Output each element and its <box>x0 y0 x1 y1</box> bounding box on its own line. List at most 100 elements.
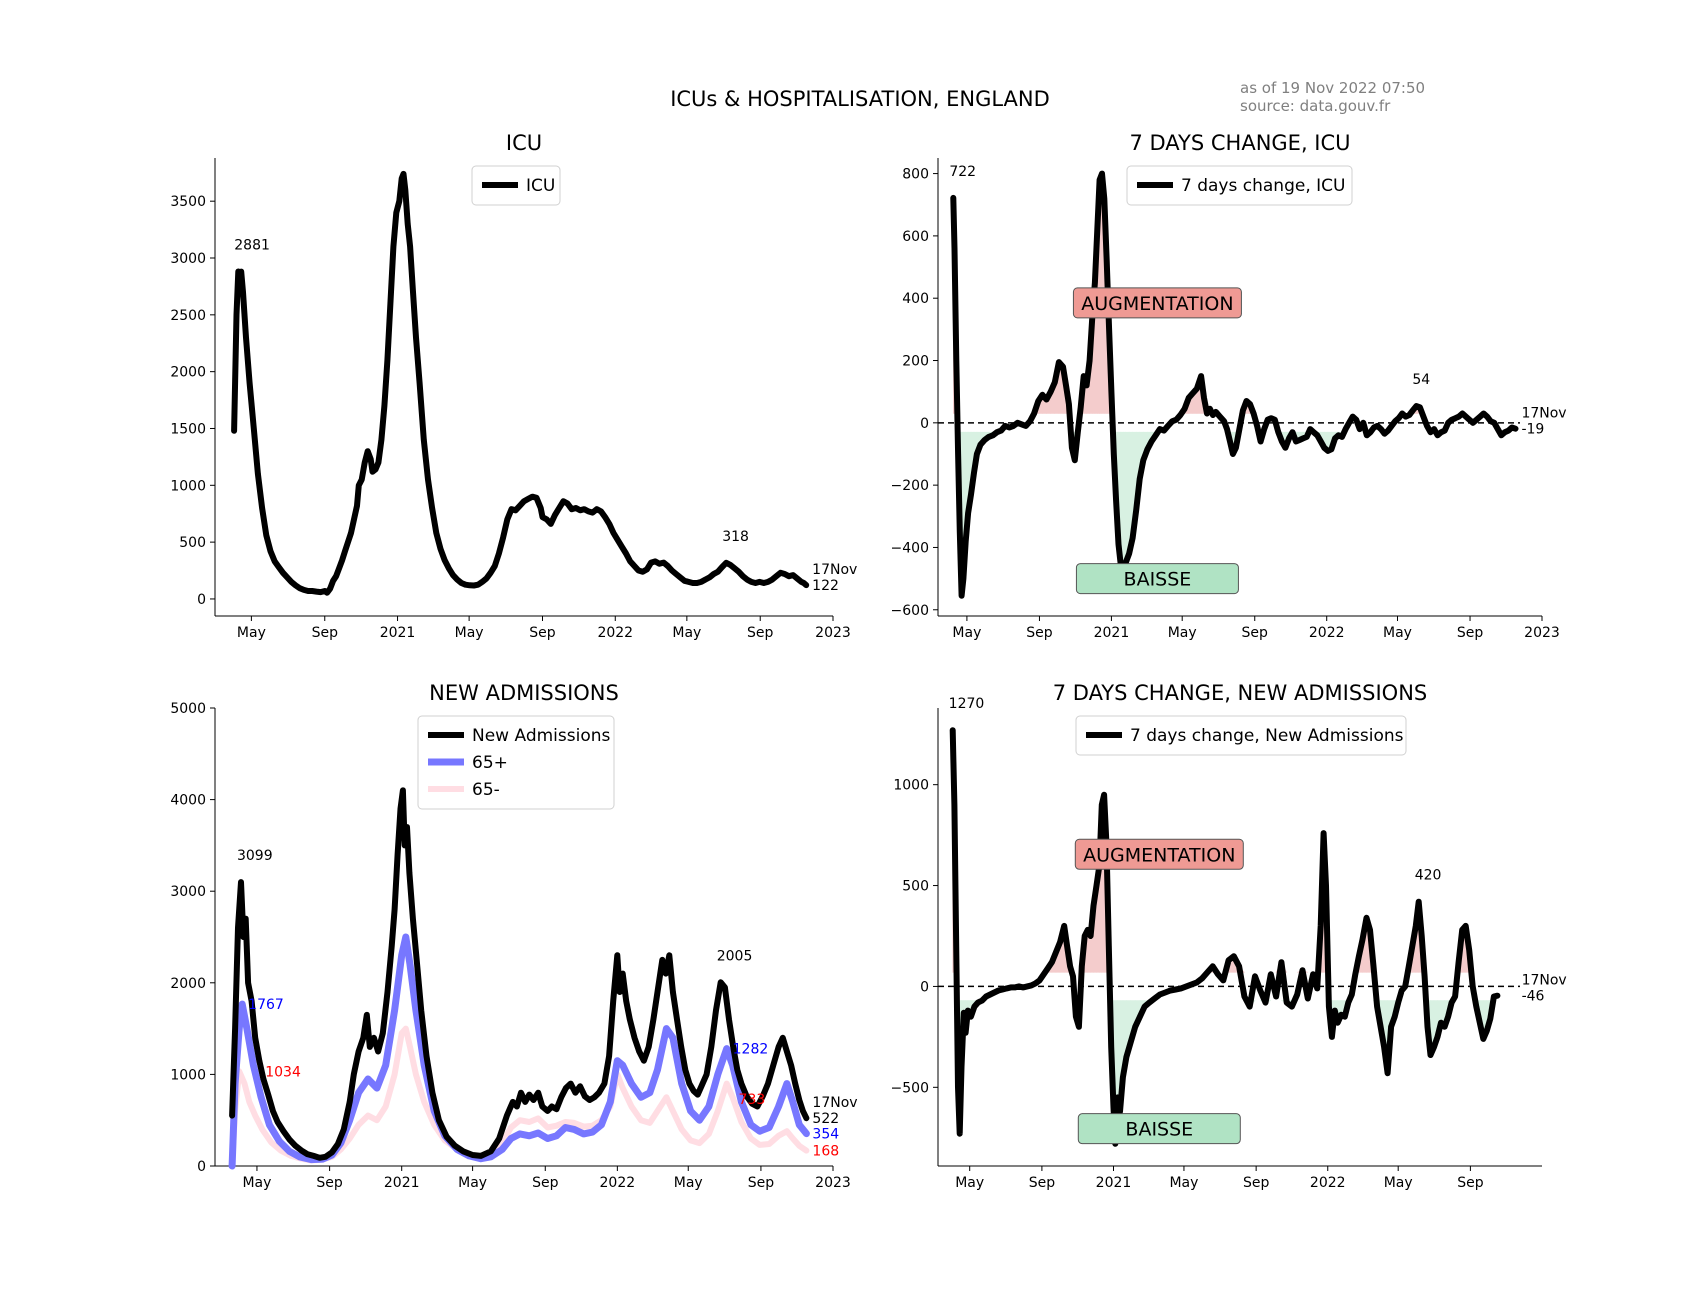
annotation-label: -19 <box>1521 422 1544 438</box>
panel-icu: ICU 0 500 1000 1500 2000 2500 3000 3500 May Sep 202… <box>170 131 857 641</box>
annotation-label: 2881 <box>234 238 270 254</box>
legend: 7 days change, ICU <box>1126 165 1353 206</box>
baisse-badge-label: BAISSE <box>1125 1119 1193 1141</box>
y-tick-label: 4000 <box>170 793 206 809</box>
x-tick-label: May <box>955 1175 984 1191</box>
x-tick-label: Sep <box>529 625 556 641</box>
y-tick-label: 1000 <box>893 778 929 794</box>
x-tick-label: 2022 <box>1309 625 1345 641</box>
series-line-new-admissions <box>229 787 810 1161</box>
y-tick-label: −400 <box>891 540 929 556</box>
augmentation-badge-box <box>1072 287 1242 319</box>
y-tick-label: 1500 <box>170 421 206 437</box>
annotation-label: 17Nov <box>812 1095 857 1111</box>
y-tick-label: 5000 <box>170 701 206 717</box>
x-tick-label: 2023 <box>815 625 851 641</box>
x-tick-label: May <box>1383 625 1412 641</box>
annotation-label: 1767 <box>248 997 284 1013</box>
x-tick-label: 2022 <box>597 625 633 641</box>
annotation-label: 1034 <box>265 1064 301 1080</box>
annotation-label: 3099 <box>237 848 273 864</box>
y-tick-label: 200 <box>902 354 929 370</box>
annotation-label: 17Nov <box>1522 973 1567 989</box>
x-tick-label: 2022 <box>1310 1175 1346 1191</box>
x-tick-label: May <box>242 1175 271 1191</box>
y-tick-label: 400 <box>902 291 929 307</box>
y-tick-label: −500 <box>891 1080 929 1096</box>
legend-label: 7 days change, New Admissions <box>1130 726 1404 746</box>
x-tick-label: May <box>1169 1175 1198 1191</box>
x-tick-label: May <box>455 625 484 641</box>
annotation-label: 54 <box>1412 372 1430 388</box>
chart-title: NEW ADMISSIONS <box>429 681 619 705</box>
x-tick-label: May <box>1168 625 1197 641</box>
baisse-badge-label: BAISSE <box>1124 569 1192 591</box>
y-tick-label: −200 <box>891 478 929 494</box>
decrease-fill <box>1122 431 1126 570</box>
x-tick-label: 2022 <box>600 1175 636 1191</box>
legend-box <box>1126 165 1353 206</box>
annotation-label: 733 <box>739 1092 766 1108</box>
x-tick-label: 2021 <box>380 625 416 641</box>
annotation-label: 168 <box>812 1144 839 1160</box>
annotation-label: 722 <box>949 164 976 180</box>
annotation-label: 318 <box>722 529 749 545</box>
series-line-7-days-change-icu <box>950 170 1519 599</box>
x-tick-label: Sep <box>316 1175 343 1191</box>
series-line-icu <box>231 170 810 596</box>
figure-title: ICUs & HOSPITALISATION, ENGLAND <box>670 87 1050 111</box>
legend: New Admissions 65+ 65- <box>417 715 615 810</box>
legend: ICU <box>471 165 561 206</box>
y-tick-label: 0 <box>920 416 929 432</box>
legend-label: ICU <box>526 176 555 196</box>
y-tick-label: 500 <box>902 879 929 895</box>
chart-title: ICU <box>506 131 542 155</box>
x-tick-label: Sep <box>1243 1175 1270 1191</box>
y-tick-label: 1000 <box>170 478 206 494</box>
panel-admissions-change: 7 DAYS CHANGE, NEW ADMISSIONS −500 0 500 100… <box>891 681 1567 1191</box>
x-tick-label: Sep <box>312 625 339 641</box>
baisse-badge-box <box>1077 1113 1241 1145</box>
baisse-badge: BAISSE <box>1077 1113 1241 1145</box>
legend-label: 65- <box>472 780 500 800</box>
x-tick-label: Sep <box>1029 1175 1056 1191</box>
augmentation-badge: AUGMENTATION <box>1074 838 1244 870</box>
x-tick-label: May <box>1384 1175 1413 1191</box>
x-tick-label: 2021 <box>384 1175 420 1191</box>
legend-label: 65+ <box>472 753 508 773</box>
x-tick-label: 2021 <box>1094 625 1130 641</box>
x-tick-label: Sep <box>1026 625 1053 641</box>
x-tick-label: Sep <box>532 1175 559 1191</box>
y-tick-label: −600 <box>891 603 929 619</box>
y-tick-label: 3000 <box>170 251 206 267</box>
annotation-label: 1270 <box>949 696 985 712</box>
annotation-label: 2005 <box>717 948 753 964</box>
panel-icu-change: 7 DAYS CHANGE, ICU −600 −400 −200 0 200 400 600… <box>891 131 1567 641</box>
x-tick-label: Sep <box>748 1175 775 1191</box>
augmentation-badge-label: AUGMENTATION <box>1081 293 1233 315</box>
series-line-65- <box>228 933 810 1170</box>
x-tick-label: 2023 <box>1524 625 1560 641</box>
y-tick-label: 500 <box>179 535 206 551</box>
x-tick-label: Sep <box>1457 1175 1484 1191</box>
annotation-label: 522 <box>812 1111 839 1127</box>
chart-title: 7 DAYS CHANGE, NEW ADMISSIONS <box>1053 681 1428 705</box>
legend: 7 days change, New Admissions <box>1075 715 1407 756</box>
x-tick-label: May <box>237 625 266 641</box>
y-tick-label: 0 <box>197 1159 206 1175</box>
legend-box <box>1075 715 1407 756</box>
y-tick-label: 2500 <box>170 308 206 324</box>
y-tick-label: 1000 <box>170 1067 206 1083</box>
chart-title: 7 DAYS CHANGE, ICU <box>1129 131 1350 155</box>
x-tick-label: May <box>952 625 981 641</box>
source-label: source: data.gouv.fr <box>1240 97 1391 115</box>
annotation-label: -46 <box>1522 989 1545 1005</box>
x-tick-label: 2023 <box>815 1175 851 1191</box>
y-tick-label: 2000 <box>170 976 206 992</box>
x-tick-label: May <box>674 1175 703 1191</box>
x-tick-label: Sep <box>1457 625 1484 641</box>
baisse-badge-box <box>1075 563 1239 595</box>
annotation-label: 1282 <box>733 1042 769 1058</box>
y-tick-label: 0 <box>197 592 206 608</box>
